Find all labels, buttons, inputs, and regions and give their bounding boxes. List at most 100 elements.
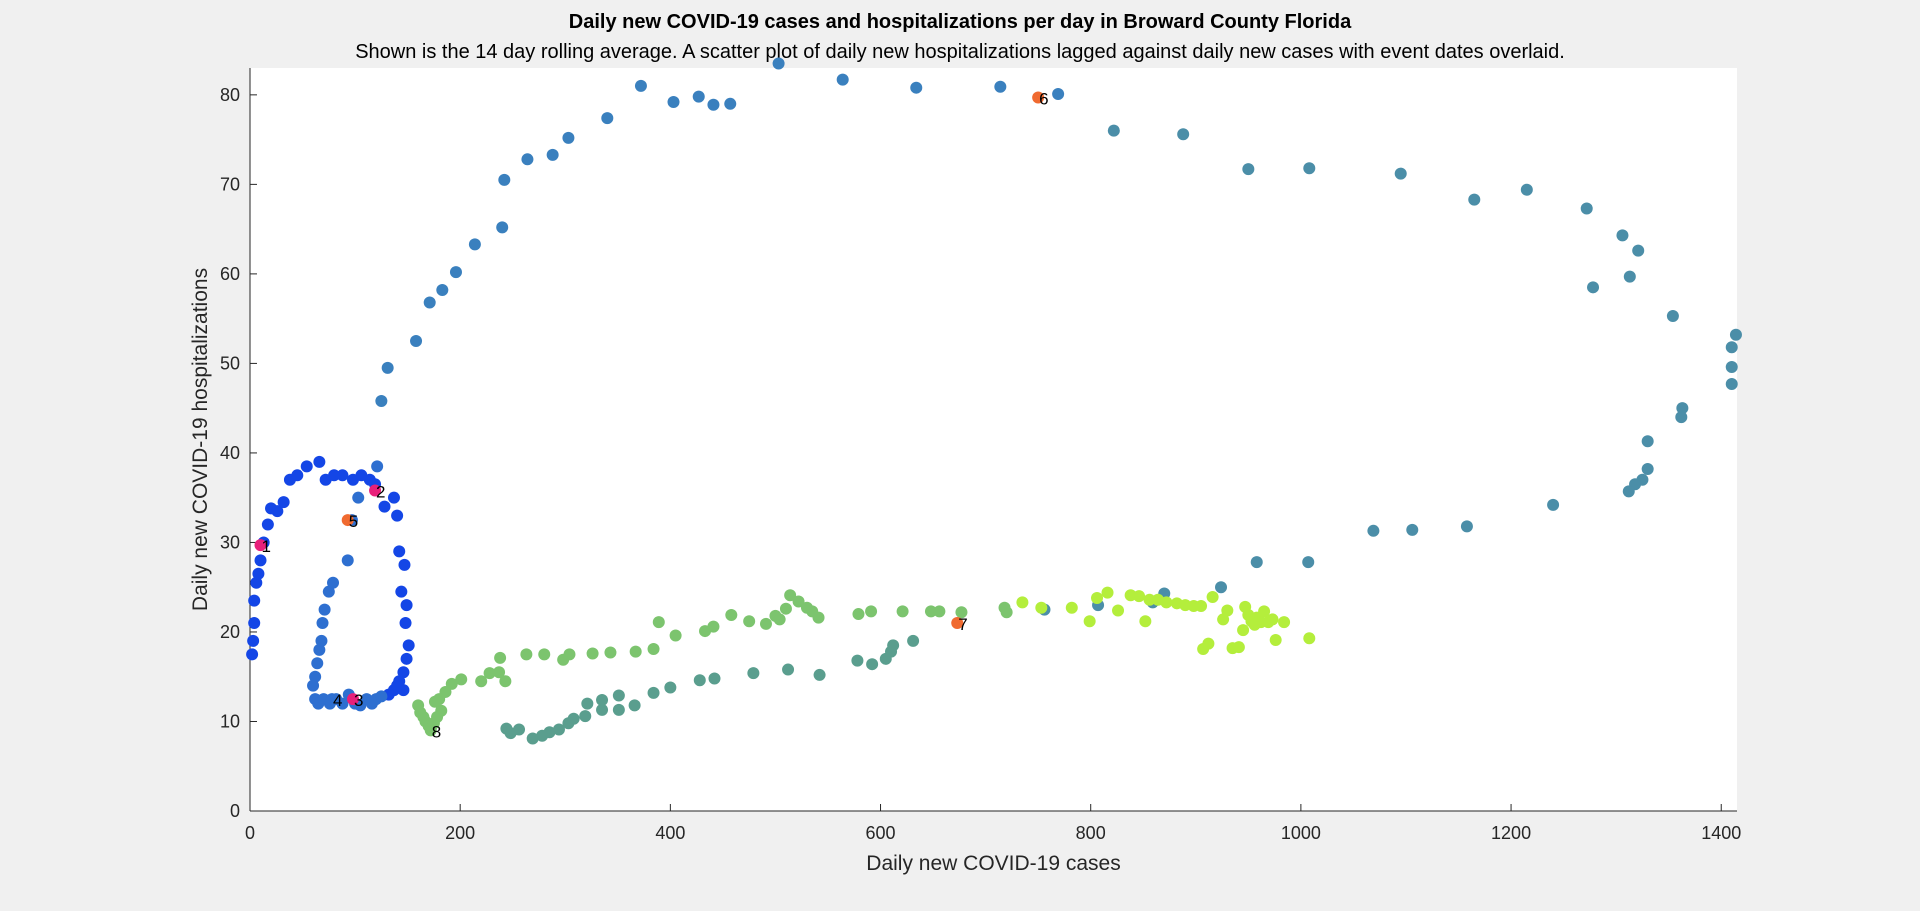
data-point xyxy=(1666,309,1679,322)
data-point xyxy=(1202,637,1215,650)
data-point xyxy=(291,469,304,482)
data-point xyxy=(907,634,920,647)
data-point xyxy=(1258,605,1271,618)
x-axis-label: Daily new COVID-19 cases xyxy=(866,852,1120,875)
y-tick-label: 30 xyxy=(220,532,240,552)
data-point xyxy=(1177,128,1190,141)
data-point xyxy=(1242,163,1255,176)
data-point xyxy=(254,554,267,567)
y-tick-label: 60 xyxy=(220,264,240,284)
event-point xyxy=(424,724,437,737)
data-point xyxy=(1632,244,1645,257)
data-point xyxy=(313,455,326,468)
data-point xyxy=(250,576,263,589)
data-point xyxy=(924,605,937,618)
data-point xyxy=(352,491,365,504)
data-point xyxy=(521,153,534,166)
data-point xyxy=(247,634,260,647)
data-point xyxy=(315,634,328,647)
data-point xyxy=(708,672,721,685)
data-point xyxy=(994,80,1007,93)
data-point xyxy=(402,639,415,652)
data-point xyxy=(520,648,533,661)
data-point xyxy=(1725,341,1738,354)
data-point xyxy=(307,679,320,692)
x-tick-label: 200 xyxy=(445,823,475,843)
data-point xyxy=(496,221,509,234)
data-point xyxy=(1547,498,1560,511)
data-point xyxy=(1083,615,1096,628)
data-point xyxy=(248,594,261,607)
data-point xyxy=(538,648,551,661)
data-point xyxy=(1725,377,1738,390)
data-point xyxy=(536,729,549,742)
data-point xyxy=(546,148,559,161)
x-tick-label: 600 xyxy=(866,823,896,843)
event-label: 2 xyxy=(376,483,385,502)
data-point xyxy=(1675,411,1688,424)
data-point xyxy=(318,603,331,616)
data-point xyxy=(851,654,864,667)
data-point xyxy=(1269,634,1282,647)
data-point xyxy=(1622,485,1635,498)
data-point xyxy=(246,648,259,661)
data-point xyxy=(1520,183,1533,196)
data-point xyxy=(410,335,423,348)
data-point xyxy=(1221,604,1234,617)
data-point xyxy=(277,496,290,509)
data-point xyxy=(865,605,878,618)
data-point xyxy=(248,617,261,630)
event-label: 5 xyxy=(349,512,358,531)
data-point xyxy=(724,97,737,110)
data-point xyxy=(782,663,795,676)
y-tick-label: 80 xyxy=(220,85,240,105)
data-point xyxy=(1133,590,1146,603)
event-label: 3 xyxy=(354,691,363,710)
data-point xyxy=(652,616,665,629)
data-point xyxy=(395,585,408,598)
data-point xyxy=(612,703,625,716)
x-tick-label: 0 xyxy=(245,823,255,843)
data-point xyxy=(667,96,680,109)
x-tick-label: 400 xyxy=(655,823,685,843)
data-point xyxy=(1406,523,1419,536)
data-point xyxy=(896,605,909,618)
data-point xyxy=(1107,124,1120,137)
data-point xyxy=(327,576,340,589)
data-point xyxy=(563,648,576,661)
data-point xyxy=(596,693,609,706)
data-point xyxy=(1206,591,1219,604)
event-label: 8 xyxy=(432,722,441,741)
data-point xyxy=(494,651,507,664)
data-point xyxy=(1217,613,1230,626)
event-label: 7 xyxy=(958,615,967,634)
data-point xyxy=(499,675,512,688)
data-point xyxy=(378,500,391,513)
data-point xyxy=(1278,616,1291,629)
event-point xyxy=(341,514,354,527)
y-tick-label: 70 xyxy=(220,174,240,194)
data-point xyxy=(692,90,705,103)
data-point xyxy=(1215,581,1228,594)
data-point xyxy=(562,717,575,730)
data-point xyxy=(1580,202,1593,215)
event-point xyxy=(369,484,382,497)
data-point xyxy=(634,79,647,92)
data-point xyxy=(852,608,865,621)
data-point xyxy=(400,652,413,665)
data-point xyxy=(1237,624,1250,637)
data-point xyxy=(910,81,923,94)
data-point xyxy=(581,697,594,710)
data-point xyxy=(300,460,313,473)
data-point xyxy=(1468,193,1481,206)
data-point xyxy=(428,695,441,708)
event-point xyxy=(1032,91,1045,104)
data-point xyxy=(309,670,322,683)
data-point xyxy=(435,704,448,717)
event-label: 1 xyxy=(262,537,271,556)
x-tick-label: 1400 xyxy=(1701,823,1741,843)
data-point xyxy=(836,73,849,86)
data-point xyxy=(483,667,496,680)
data-point xyxy=(393,545,406,558)
